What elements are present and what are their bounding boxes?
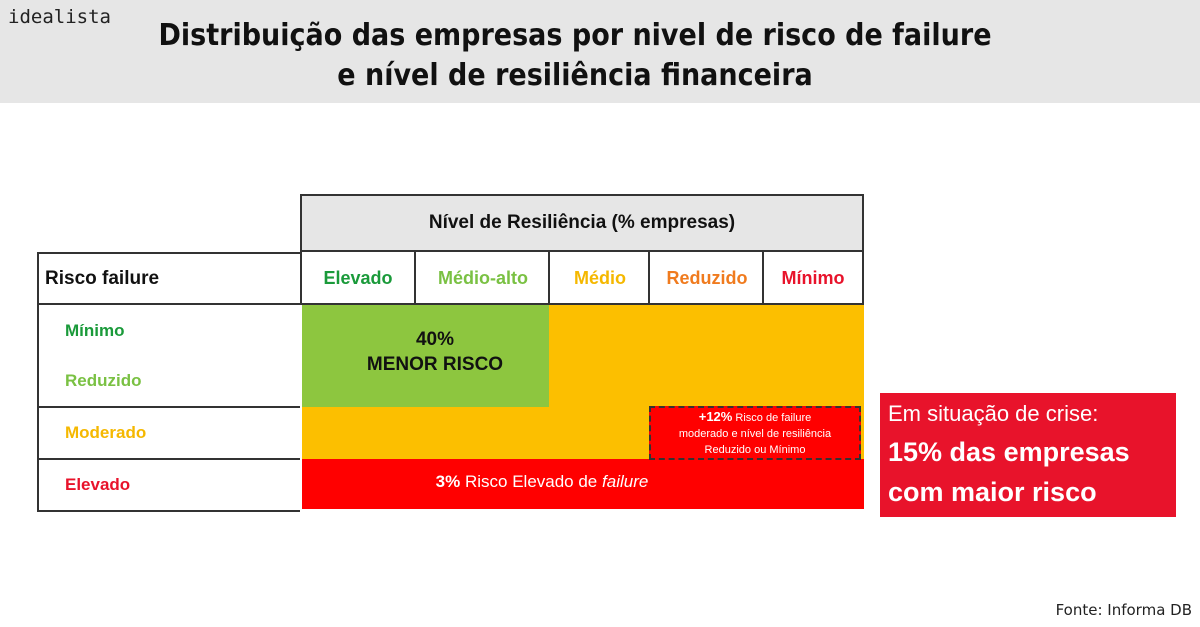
moderate-risk-highlight xyxy=(649,406,861,460)
low-risk-label: 40% MENOR RISCO xyxy=(340,327,530,377)
callout-line-1: Em situação de crise: xyxy=(888,401,1099,426)
column-header-medio-alto: Médio-alto xyxy=(414,252,550,305)
row-label-elevado: Elevado xyxy=(37,460,300,512)
title-line-2: e nível de resiliência financeira xyxy=(337,58,813,93)
high-risk-zone xyxy=(302,459,864,509)
title-line-1: Distribuição das empresas por nivel de r… xyxy=(158,18,992,53)
high-risk-italic: failure xyxy=(602,472,649,491)
high-risk-label: 3% Risco Elevado de failure xyxy=(302,472,782,492)
row-label-reduzido: Reduzido xyxy=(37,356,300,408)
low-risk-text: MENOR RISCO xyxy=(366,354,504,375)
column-header-reduzido: Reduzido xyxy=(648,252,764,305)
resilience-header: Nível de Resiliência (% empresas) xyxy=(300,194,864,252)
brand-logo: idealista xyxy=(8,6,111,28)
page-title: Distribuição das empresas por nivel de r… xyxy=(58,16,1093,96)
row-header: Risco failure xyxy=(37,252,302,305)
moderate-risk-text-3: Reduzido ou Mínimo xyxy=(704,444,806,456)
column-header-row xyxy=(300,252,864,305)
column-header-elevado: Elevado xyxy=(323,268,393,288)
moderate-risk-text-1: Risco de failure xyxy=(735,412,812,424)
low-risk-zone xyxy=(302,305,549,407)
moderate-risk-label: +12% Risco de failure moderado e nível d… xyxy=(652,409,858,458)
high-risk-text: Risco Elevado de xyxy=(464,472,598,491)
low-risk-percent: 40% xyxy=(415,329,455,350)
row-label-moderado: Moderado xyxy=(37,408,300,460)
moderate-risk-percent: +12% xyxy=(698,409,733,424)
moderate-risk-dashed-outline xyxy=(649,406,861,460)
source-note: Fonte: Informa DB xyxy=(1055,601,1192,619)
crisis-callout: Em situação de crise: 15% das empresas c… xyxy=(880,393,1176,517)
row-label-minimo: Mínimo xyxy=(37,305,300,356)
callout-line-2: 15% das empresas xyxy=(888,437,1130,467)
moderate-risk-text-2: moderado e nível de resiliência xyxy=(678,428,832,440)
callout-line-3: com maior risco xyxy=(888,477,1097,507)
high-risk-percent: 3% xyxy=(435,472,461,491)
column-header-medio: Médio xyxy=(548,252,650,305)
header-band: idealista Distribuição das empresas por … xyxy=(0,0,1200,103)
column-header-minimo: Mínimo xyxy=(762,252,862,305)
